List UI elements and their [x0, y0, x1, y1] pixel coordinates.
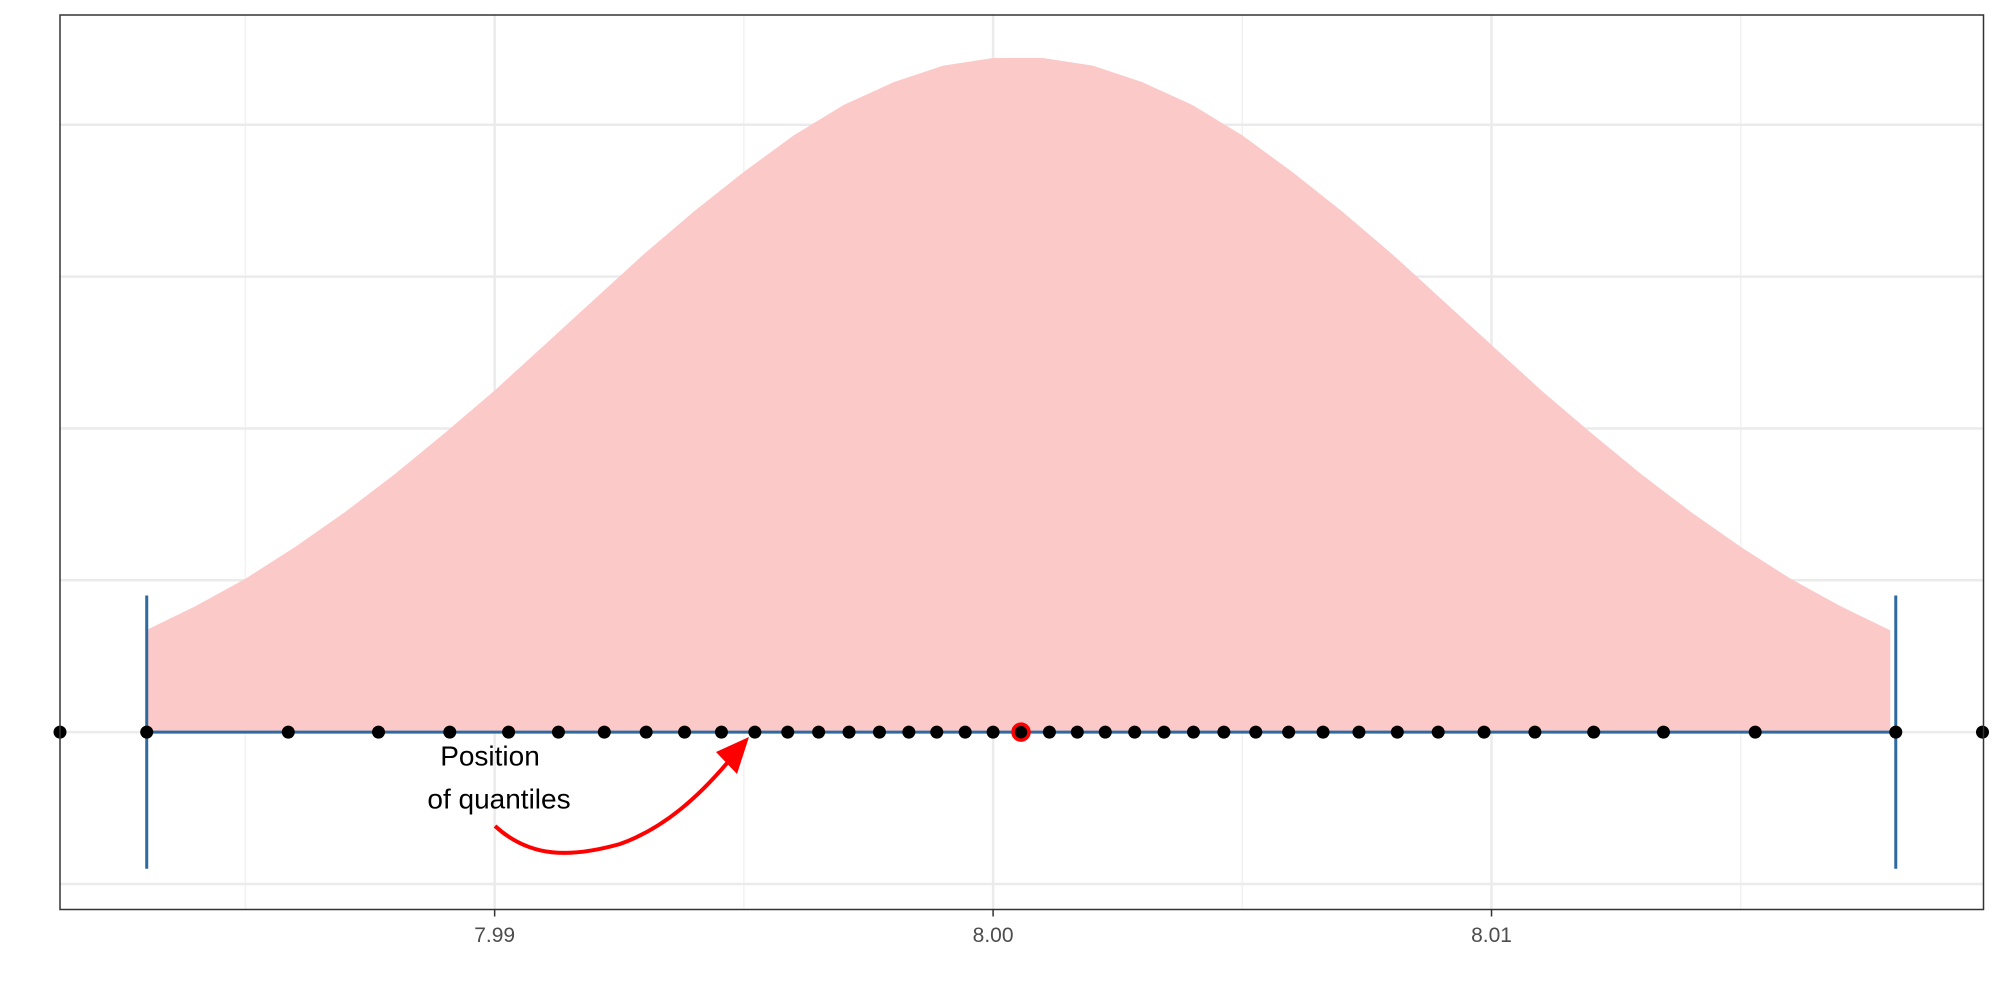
- quantile-point: [902, 725, 916, 739]
- quantile-point: [1070, 725, 1084, 739]
- quantile-point: [551, 725, 565, 739]
- quantile-point: [639, 725, 653, 739]
- density-area: [145, 57, 1891, 733]
- panel-border: [59, 14, 1985, 911]
- quantile-point: [1042, 725, 1056, 739]
- annotation-arrowhead: [716, 737, 749, 774]
- quantile-point: [986, 725, 1000, 739]
- x-tick-label: 8.00: [973, 924, 1014, 947]
- quantile-point: [140, 725, 154, 739]
- quantile-point: [1748, 725, 1762, 739]
- quantile-point: [1249, 725, 1263, 739]
- quantile-point: [1889, 725, 1903, 739]
- quantile-point: [443, 725, 457, 739]
- quantile-point: [502, 725, 516, 739]
- quantile-point: [1316, 725, 1330, 739]
- quantile-point: [1128, 725, 1142, 739]
- quantile-point: [1528, 725, 1542, 739]
- x-axis: 7.99 8.00 8.01: [474, 909, 1512, 947]
- quantile-point: [714, 725, 728, 739]
- x-tick-label: 7.99: [474, 924, 515, 947]
- quantile-point: [842, 725, 856, 739]
- quantile-point: [1186, 725, 1200, 739]
- quantile-point: [1976, 725, 1990, 739]
- quantile-point: [372, 725, 386, 739]
- quantile-point: [597, 725, 611, 739]
- quantile-point: [781, 725, 795, 739]
- quantile-point: [1477, 725, 1491, 739]
- quantile-point: [1098, 725, 1112, 739]
- quantile-point: [1352, 725, 1366, 739]
- quantile-point: [958, 725, 972, 739]
- marks: [53, 57, 1990, 869]
- annotation-line: of quantiles: [427, 783, 570, 814]
- quantile-point: [872, 725, 886, 739]
- quantile-point: [1217, 725, 1231, 739]
- highlight-point: [1011, 722, 1031, 742]
- quantile-point: [678, 725, 692, 739]
- quantile-point: [1157, 725, 1171, 739]
- quantile-point: [930, 725, 944, 739]
- x-tick-label: 8.01: [1471, 924, 1512, 947]
- annotation-line: Position: [440, 740, 540, 771]
- quantile-point: [812, 725, 826, 739]
- quantile-point: [1431, 725, 1445, 739]
- quantile-point: [748, 725, 762, 739]
- annotation-arrow: [493, 760, 730, 855]
- quantile-point: [1587, 725, 1601, 739]
- quantile-point: [1282, 725, 1296, 739]
- quantile-point: [1656, 725, 1670, 739]
- quantile-point: [1390, 725, 1404, 739]
- quantile-point: [281, 725, 295, 739]
